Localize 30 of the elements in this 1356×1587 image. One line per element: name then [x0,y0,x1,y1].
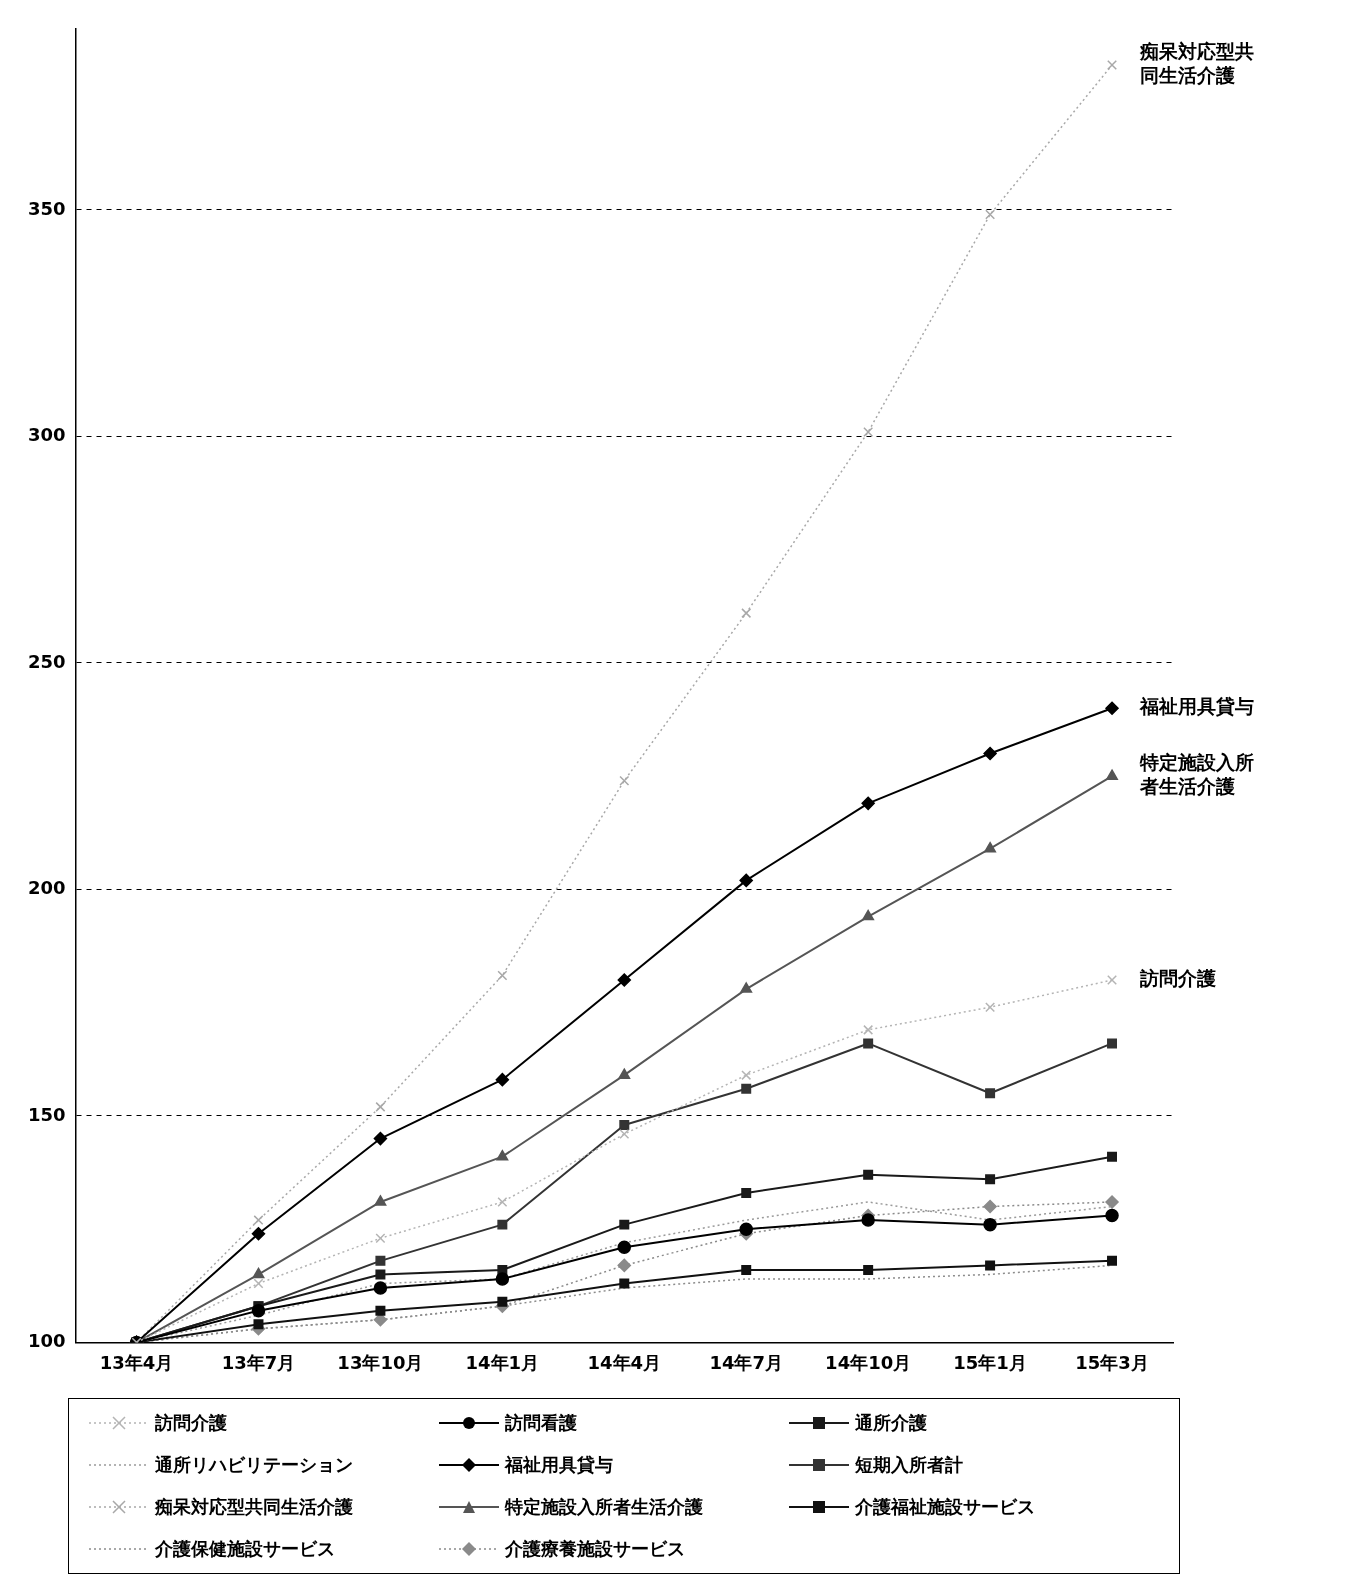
legend-label: 痴呆対応型共同生活介護 [155,1495,353,1519]
x-tick-label: 14年1月 [465,1351,540,1373]
x-tick-label: 13年10月 [337,1351,424,1373]
y-tick-label: 150 [28,1103,66,1125]
y-tick-label: 350 [28,197,66,219]
legend-label: 短期入所者計 [855,1453,963,1477]
x-tick-label: 13年4月 [99,1351,174,1373]
legend-label: 特定施設入所者生活介護 [505,1495,703,1519]
legend-label: 訪問介護 [155,1411,227,1435]
legend-label: 介護福祉施設サービス [855,1495,1035,1519]
legend-label: 訪問看護 [505,1411,577,1435]
x-tick-label: 15年1月 [953,1351,1027,1373]
legend-label: 通所介護 [855,1411,927,1435]
y-tick-label: 250 [28,650,66,672]
legend-label: 福祉用具貸与 [505,1453,613,1477]
y-tick-label: 300 [28,424,66,446]
x-tick-label: 14年4月 [587,1351,662,1373]
annotation: 痴呆対応型共同生活介護 [1139,39,1255,86]
annotation: 福祉用具貸与 [1139,695,1255,718]
y-tick-label: 200 [28,877,66,899]
legend-label: 介護療養施設サービス [505,1537,685,1561]
annotation: 特定施設入所者生活介護 [1139,751,1255,798]
y-tick-label: 100 [28,1330,66,1352]
x-tick-label: 14年7月 [709,1351,784,1373]
annotation: 訪問介護 [1139,966,1217,989]
legend-label: 通所リハビリテーション [155,1453,353,1477]
legend-label: 介護保健施設サービス [155,1537,335,1561]
x-tick-label: 14年10月 [825,1351,912,1373]
x-tick-label: 13年7月 [221,1351,296,1373]
x-tick-label: 15年3月 [1075,1351,1149,1373]
